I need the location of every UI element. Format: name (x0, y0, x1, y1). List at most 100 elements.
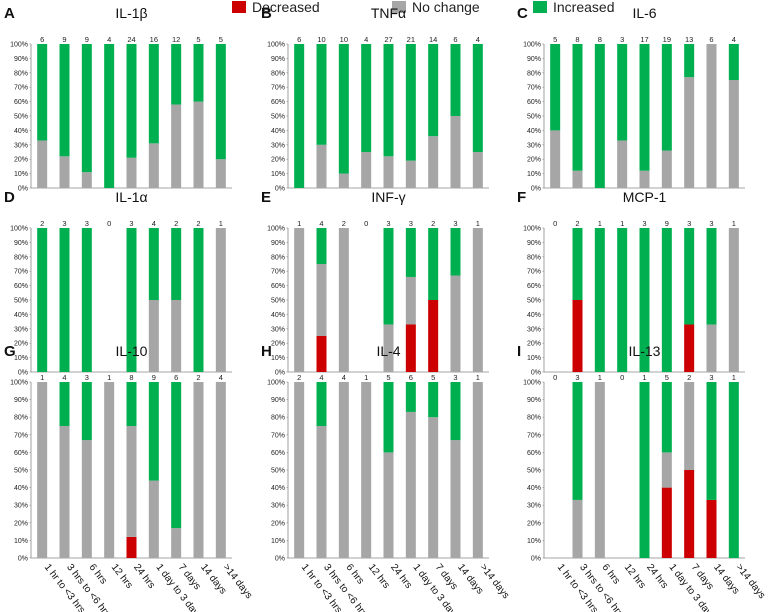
y-tick-label: 80% (271, 254, 285, 261)
y-tick-label: 70% (527, 85, 541, 92)
y-tick-label: 0% (275, 186, 285, 193)
bar-count-label: 2 (196, 373, 200, 382)
bar-no-change-segment (215, 228, 226, 372)
bar-count-label: 5 (665, 373, 669, 382)
y-tick-label: 30% (271, 326, 285, 333)
x-category-label: 24 hrs (388, 562, 414, 591)
bar-decreased-segment (706, 499, 717, 558)
panel-title: IL-1α (115, 189, 147, 205)
y-tick-label: 30% (14, 326, 28, 333)
panel-letter: D (4, 189, 15, 206)
y-tick-label: 20% (271, 341, 285, 348)
panel-letter: E (261, 189, 271, 206)
legend-label: Increased (553, 0, 614, 15)
bar-no-change-segment (383, 452, 394, 558)
y-tick-label: 50% (527, 468, 541, 475)
bar-count-label: 6 (709, 35, 713, 44)
y-tick-label: 10% (271, 171, 285, 178)
y-tick-label: 60% (14, 99, 28, 106)
bar-increased-segment (126, 44, 137, 158)
bar-no-change-segment (59, 426, 70, 558)
bar-no-change-segment (661, 452, 672, 488)
bar-count-label: 1 (642, 373, 646, 382)
bar-count-label: 13 (685, 35, 693, 44)
panel-letter: F (517, 189, 526, 206)
y-tick-label: 80% (14, 415, 28, 422)
bar-count-label: 6 (453, 35, 457, 44)
bar-count-label: 3 (85, 219, 89, 228)
y-tick-label: 80% (14, 70, 28, 77)
bar-no-change-segment (684, 382, 695, 470)
y-tick-label: 70% (14, 269, 28, 276)
panel-h: H IL-40%10%20%30%40%50%60%70%80%90%100%2 4… (261, 343, 489, 563)
bar-increased-segment (37, 228, 48, 372)
bar-count-label: 2 (687, 373, 691, 382)
bar-no-change-segment (405, 276, 416, 325)
bar-count-label: 2 (196, 219, 200, 228)
y-tick-label: 0% (275, 556, 285, 563)
y-tick-label: 100% (10, 226, 28, 233)
bar-increased-segment (338, 44, 349, 174)
bar-decreased-segment (428, 300, 439, 372)
bar-count-label: 4 (107, 35, 111, 44)
y-tick-label: 50% (14, 468, 28, 475)
bar-increased-segment (617, 228, 628, 372)
bar-increased-segment (405, 44, 416, 161)
bar-increased-segment (171, 382, 182, 529)
bar-count-label: 1 (219, 219, 223, 228)
bar-count-label: 3 (642, 219, 646, 228)
y-tick-label: 60% (271, 99, 285, 106)
panel-letter: A (4, 5, 15, 22)
bar-count-label: 9 (152, 373, 156, 382)
x-category-label: >14 days (220, 562, 254, 601)
bar-increased-segment (661, 228, 672, 372)
y-tick-label: 40% (527, 312, 541, 319)
y-tick-label: 70% (527, 432, 541, 439)
bar-increased-segment (639, 382, 650, 558)
y-tick-label: 90% (527, 397, 541, 404)
bar-increased-segment (215, 44, 226, 160)
bar-increased-segment (316, 44, 327, 145)
y-tick-label: 30% (271, 503, 285, 510)
panel-letter: C (517, 5, 528, 22)
bar-count-label: 2 (297, 373, 301, 382)
bar-count-label: 3 (453, 219, 457, 228)
x-category-label: 12 hrs (622, 562, 648, 591)
bar-count-label: 8 (598, 35, 602, 44)
bar-no-change-segment (472, 382, 483, 558)
bar-increased-segment (617, 44, 628, 141)
bar-count-label: 8 (575, 35, 579, 44)
bar-count-label: 3 (85, 373, 89, 382)
bar-no-change-segment (405, 411, 416, 558)
bar-no-change-segment (37, 382, 48, 558)
y-tick-label: 90% (271, 240, 285, 247)
bar-no-change-segment (450, 275, 461, 372)
x-category-label: 24 hrs (644, 562, 670, 591)
panel-f: F MCP-10%10%20%30%40%50%60%70%80%90%100%0… (517, 189, 745, 377)
bar-increased-segment (594, 44, 605, 188)
bar-increased-segment (661, 44, 672, 151)
bar-count-label: 14 (429, 35, 437, 44)
bar-count-label: 16 (150, 35, 158, 44)
y-tick-label: 50% (271, 298, 285, 305)
y-tick-label: 10% (527, 171, 541, 178)
bar-no-change-segment (728, 80, 739, 188)
bar-decreased-segment (661, 487, 672, 558)
y-tick-label: 30% (527, 503, 541, 510)
y-tick-label: 100% (267, 380, 285, 387)
bar-increased-segment (193, 44, 204, 102)
bar-increased-segment (361, 44, 372, 152)
bar-count-label: 10 (340, 35, 348, 44)
y-tick-label: 30% (14, 503, 28, 510)
y-tick-label: 40% (14, 485, 28, 492)
panel-letter: G (4, 343, 16, 360)
y-tick-label: 20% (271, 157, 285, 164)
y-tick-label: 0% (531, 186, 541, 193)
panel-c: C IL-6 0% 10% 20% 30% 40% 50% 60% 70% 80% 90% 100% 5 8… (517, 5, 745, 193)
y-tick-label: 10% (271, 538, 285, 545)
bar-count-label: 1 (598, 219, 602, 228)
panel-g: G IL-100%10%20%30%40%50%60%70%80%90%100%1… (4, 343, 232, 563)
y-tick-label: 20% (14, 157, 28, 164)
bar-count-label: 1 (107, 373, 111, 382)
legend-swatch-decreased (232, 1, 246, 13)
